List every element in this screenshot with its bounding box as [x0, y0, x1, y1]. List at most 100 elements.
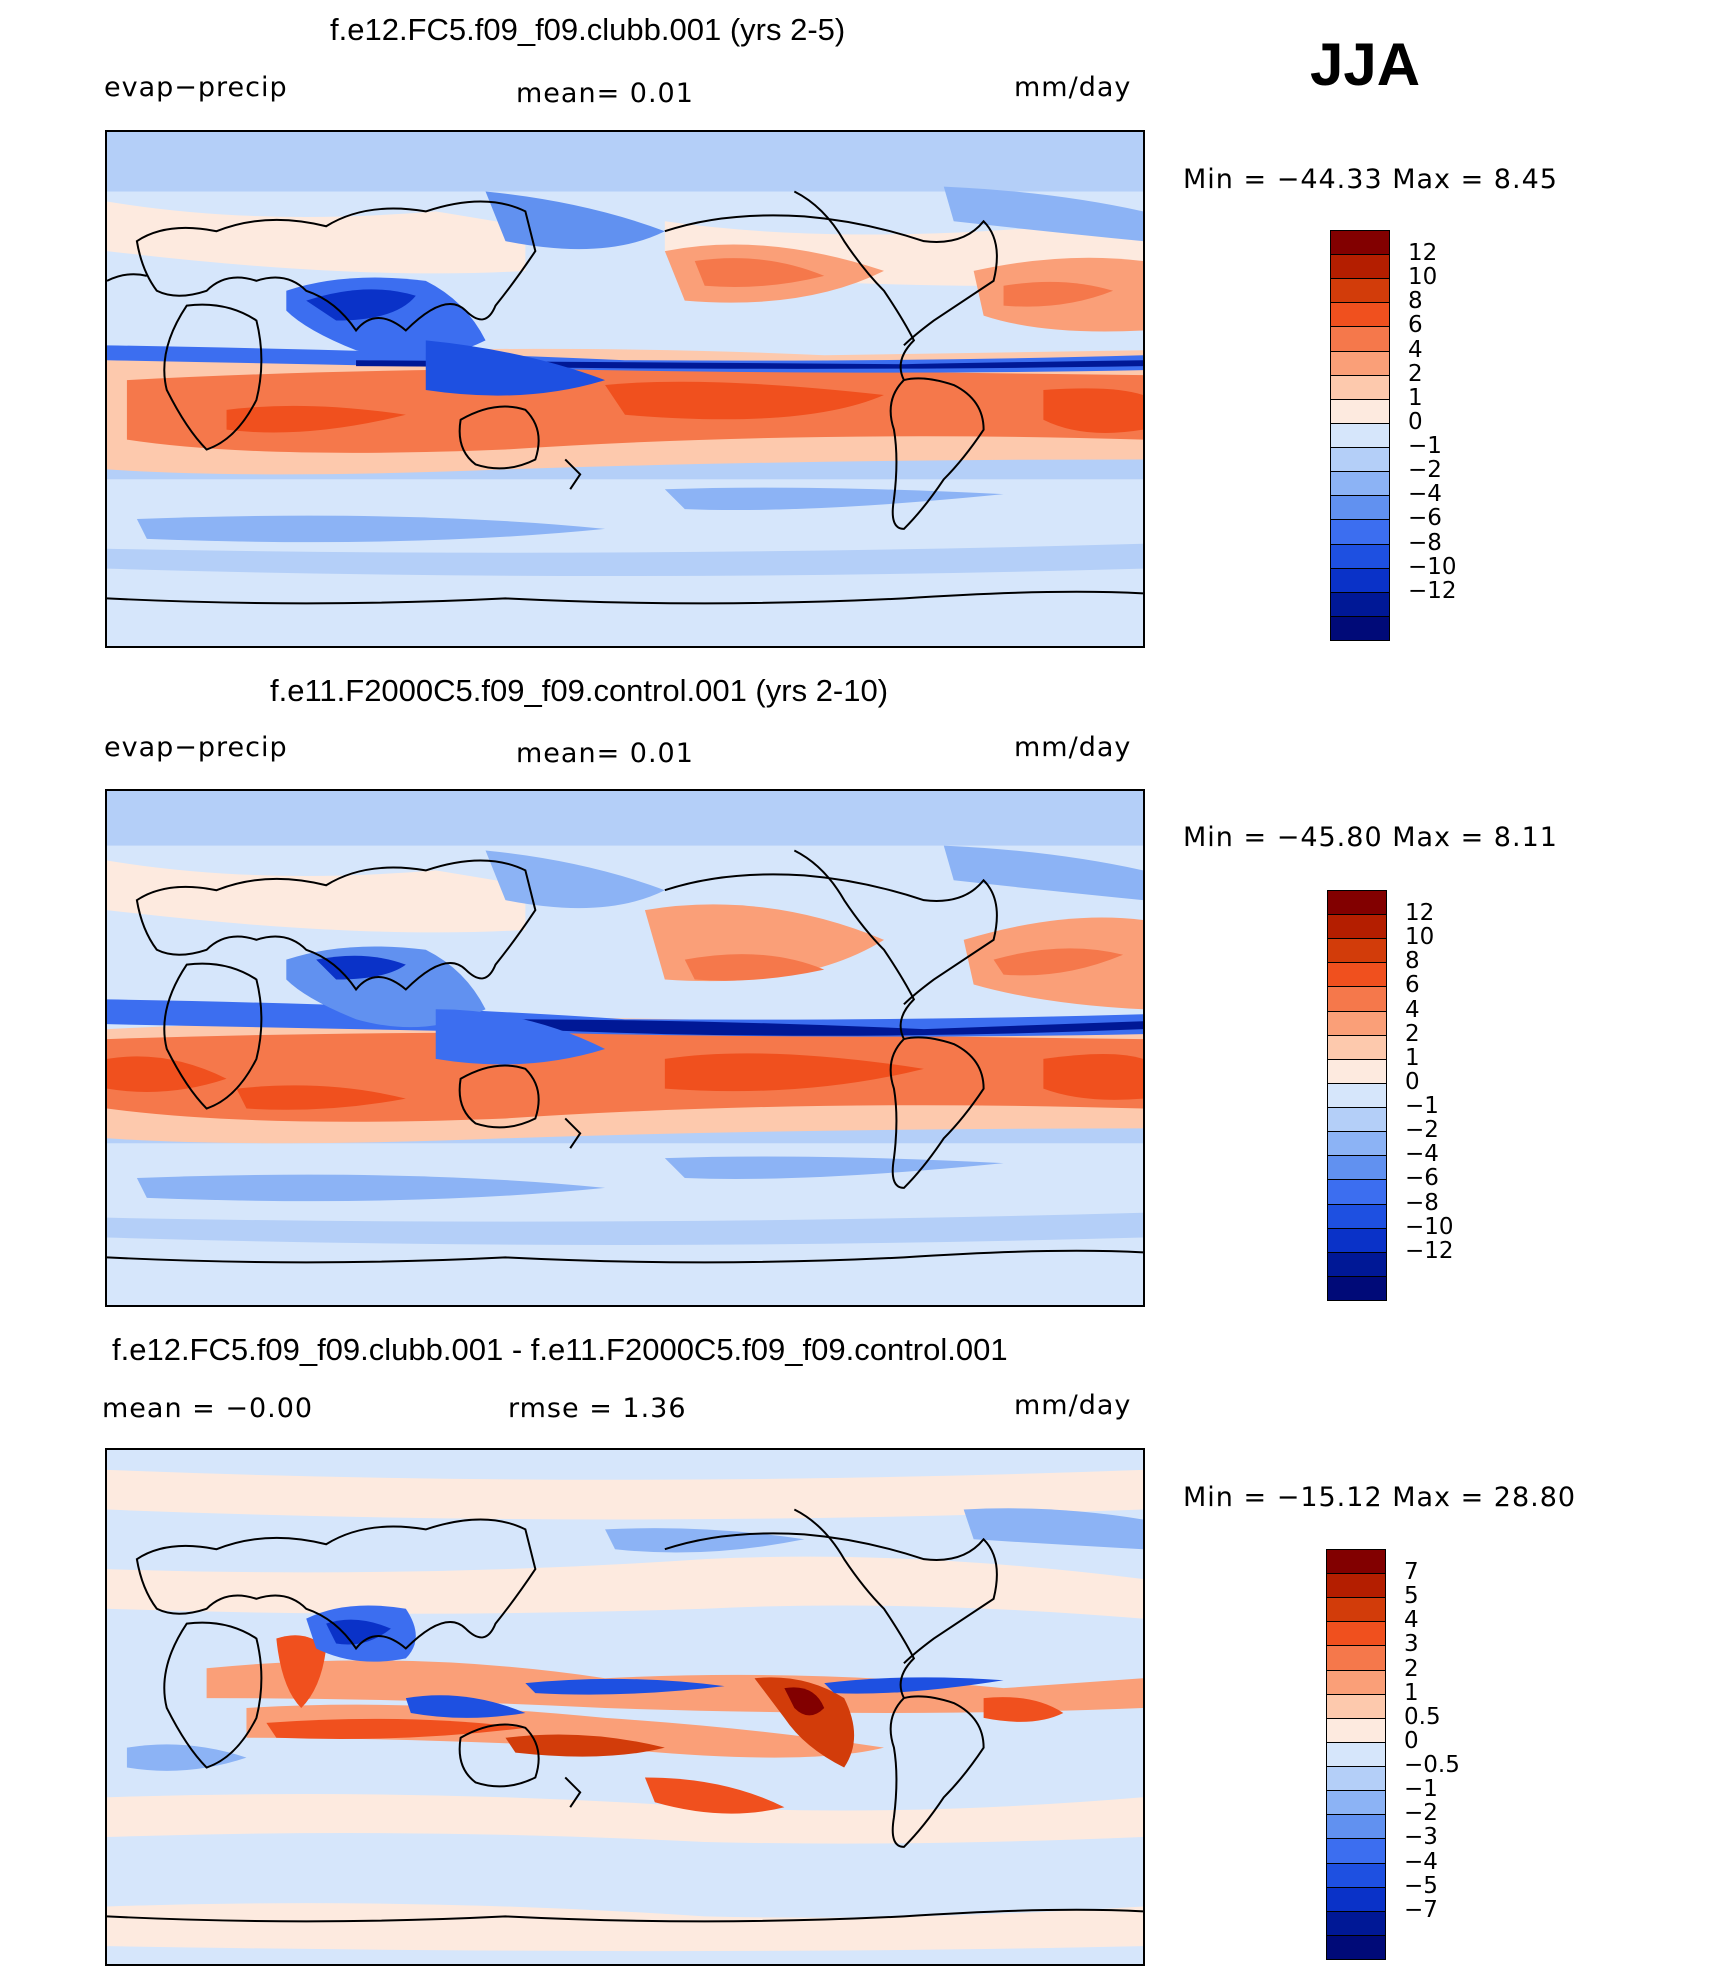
colorbar-swatch	[1326, 1862, 1386, 1888]
colorbar-tick-label: 8	[1405, 948, 1420, 975]
colorbar-tick-label: −6	[1405, 1165, 1439, 1192]
colorbar-swatch	[1327, 1251, 1387, 1277]
colorbar-tick-label: 7	[1404, 1559, 1419, 1586]
colorbar-tick-label: 6	[1408, 312, 1423, 339]
colorbar-tick-label: 4	[1405, 996, 1420, 1023]
colorbar-swatch	[1330, 519, 1390, 545]
colorbar-tick-label: −10	[1405, 1213, 1454, 1240]
panel-2-title: f.e11.F2000C5.f09_f09.control.001 (yrs 2…	[270, 673, 889, 708]
colorbar-swatch	[1326, 1741, 1386, 1768]
colorbar-tick-label: −7	[1404, 1896, 1438, 1923]
colorbar-tick-label: 10	[1408, 264, 1438, 291]
colorbar-swatch	[1330, 422, 1390, 449]
panel-2-variable-label: evap−precip	[104, 732, 288, 763]
panel-2-colorbar: 12 10 8 6 4 2 1 0 −1 −2 −4 −6 −8 −10 −12	[1327, 890, 1454, 1301]
panel-1-units-label: mm/day	[1014, 72, 1132, 103]
colorbar-swatch	[1326, 1621, 1386, 1647]
panel-1-title: f.e12.FC5.f09_f09.clubb.001 (yrs 2-5)	[330, 12, 846, 47]
colorbar-swatch	[1330, 615, 1390, 641]
colorbar-swatch	[1326, 1886, 1386, 1912]
colorbar-tick-label: 1	[1408, 384, 1423, 411]
colorbar-swatch	[1327, 1203, 1387, 1229]
colorbar-tick-label: 4	[1404, 1607, 1419, 1634]
colorbar-swatch	[1327, 1155, 1387, 1181]
panel-2-map	[105, 789, 1145, 1307]
panel-1-variable-label: evap−precip	[104, 72, 288, 103]
colorbar-swatch	[1330, 374, 1390, 400]
colorbar-swatch	[1326, 1693, 1386, 1719]
colorbar-swatch	[1326, 1573, 1386, 1599]
colorbar-swatch	[1327, 1275, 1387, 1301]
panel-3-map	[105, 1448, 1145, 1966]
colorbar-swatch	[1330, 326, 1390, 352]
colorbar-swatch	[1327, 1227, 1387, 1253]
colorbar-tick-label: 6	[1405, 972, 1420, 999]
colorbar-tick-label: 0.5	[1404, 1703, 1441, 1730]
colorbar-swatch	[1327, 1179, 1387, 1205]
panel-3-minmax: Min = −15.12 Max = 28.80	[1183, 1482, 1577, 1513]
season-label: JJA	[1310, 31, 1421, 98]
colorbar-swatch	[1326, 1910, 1386, 1936]
colorbar-tick-label: 1	[1404, 1679, 1419, 1706]
colorbar-tick-label: 3	[1404, 1631, 1419, 1658]
colorbar-tick-label: 1	[1405, 1044, 1420, 1071]
colorbar-swatch	[1330, 447, 1390, 473]
colorbar-tick-label: 0	[1404, 1727, 1419, 1754]
colorbar-swatch	[1330, 398, 1390, 424]
colorbar-swatch	[1326, 1838, 1386, 1864]
colorbar-swatch	[1326, 1549, 1386, 1575]
colorbar-swatch	[1327, 1010, 1387, 1036]
panel-1-mean-label: mean= 0.01	[516, 78, 694, 109]
colorbar-swatch	[1330, 230, 1390, 256]
panel-2-mean-label: mean= 0.01	[516, 738, 694, 769]
colorbar-tick-label: −12	[1405, 1237, 1454, 1264]
colorbar-tick-label: −1	[1408, 433, 1442, 460]
colorbar-swatch	[1326, 1814, 1386, 1840]
colorbar-swatch	[1330, 543, 1390, 569]
colorbar-tick-label: 8	[1408, 288, 1423, 315]
colorbar-tick-label: 0	[1408, 408, 1423, 435]
colorbar-swatch	[1327, 1131, 1387, 1157]
colorbar-tick-label: −1	[1404, 1776, 1438, 1803]
colorbar-tick-label: −12	[1408, 577, 1457, 604]
colorbar-swatch	[1330, 567, 1390, 593]
colorbar-swatch	[1327, 938, 1387, 964]
colorbar-tick-label: −2	[1405, 1117, 1439, 1144]
colorbar-tick-label: 2	[1405, 1020, 1420, 1047]
colorbar-swatch	[1327, 1058, 1387, 1084]
colorbar-tick-label: −1	[1405, 1093, 1439, 1120]
colorbar-swatch	[1327, 914, 1387, 940]
colorbar-swatch	[1326, 1934, 1386, 1960]
colorbar-tick-label: 12	[1405, 900, 1435, 927]
colorbar-tick-label: 0	[1405, 1068, 1420, 1095]
colorbar-swatch	[1326, 1669, 1386, 1695]
colorbar-tick-label: 2	[1404, 1655, 1419, 1682]
colorbar-swatch	[1326, 1766, 1386, 1792]
colorbar-swatch	[1330, 350, 1390, 376]
panel-1-minmax: Min = −44.33 Max = 8.45	[1183, 164, 1558, 195]
panel-1-map	[105, 130, 1145, 648]
panel-1-colorbar: 12 10 8 6 4 2 1 0 −1 −2 −4 −6 −8 −10 −12	[1330, 230, 1457, 641]
colorbar-swatch	[1330, 278, 1390, 304]
colorbar-swatch	[1326, 1790, 1386, 1816]
colorbar-tick-label: −2	[1408, 457, 1442, 484]
colorbar-tick-label: 2	[1408, 360, 1423, 387]
colorbar-tick-label: −4	[1405, 1141, 1439, 1168]
colorbar-tick-label: −6	[1408, 505, 1442, 532]
colorbar-tick-label: −10	[1408, 553, 1457, 580]
colorbar-tick-label: −2	[1404, 1800, 1438, 1827]
panel-3-units-label: mm/day	[1014, 1390, 1132, 1421]
colorbar-swatch	[1326, 1717, 1386, 1743]
colorbar-swatch	[1330, 471, 1390, 497]
panel-3-colorbar: 7 5 4 3 2 1 0.5 0 −0.5 −1 −2 −3 −4 −5 −7	[1326, 1549, 1460, 1960]
colorbar-swatch	[1326, 1597, 1386, 1623]
colorbar-swatch	[1327, 962, 1387, 988]
colorbar-tick-label: −4	[1404, 1848, 1438, 1875]
colorbar-swatch	[1327, 1107, 1387, 1133]
panel-2-minmax: Min = −45.80 Max = 8.11	[1183, 822, 1558, 853]
colorbar-swatch	[1326, 1645, 1386, 1671]
colorbar-tick-label: 5	[1404, 1583, 1419, 1610]
colorbar-tick-label: 10	[1405, 924, 1435, 951]
colorbar-swatch	[1330, 254, 1390, 280]
panel-3-rmse-label: rmse = 1.36	[508, 1393, 687, 1424]
